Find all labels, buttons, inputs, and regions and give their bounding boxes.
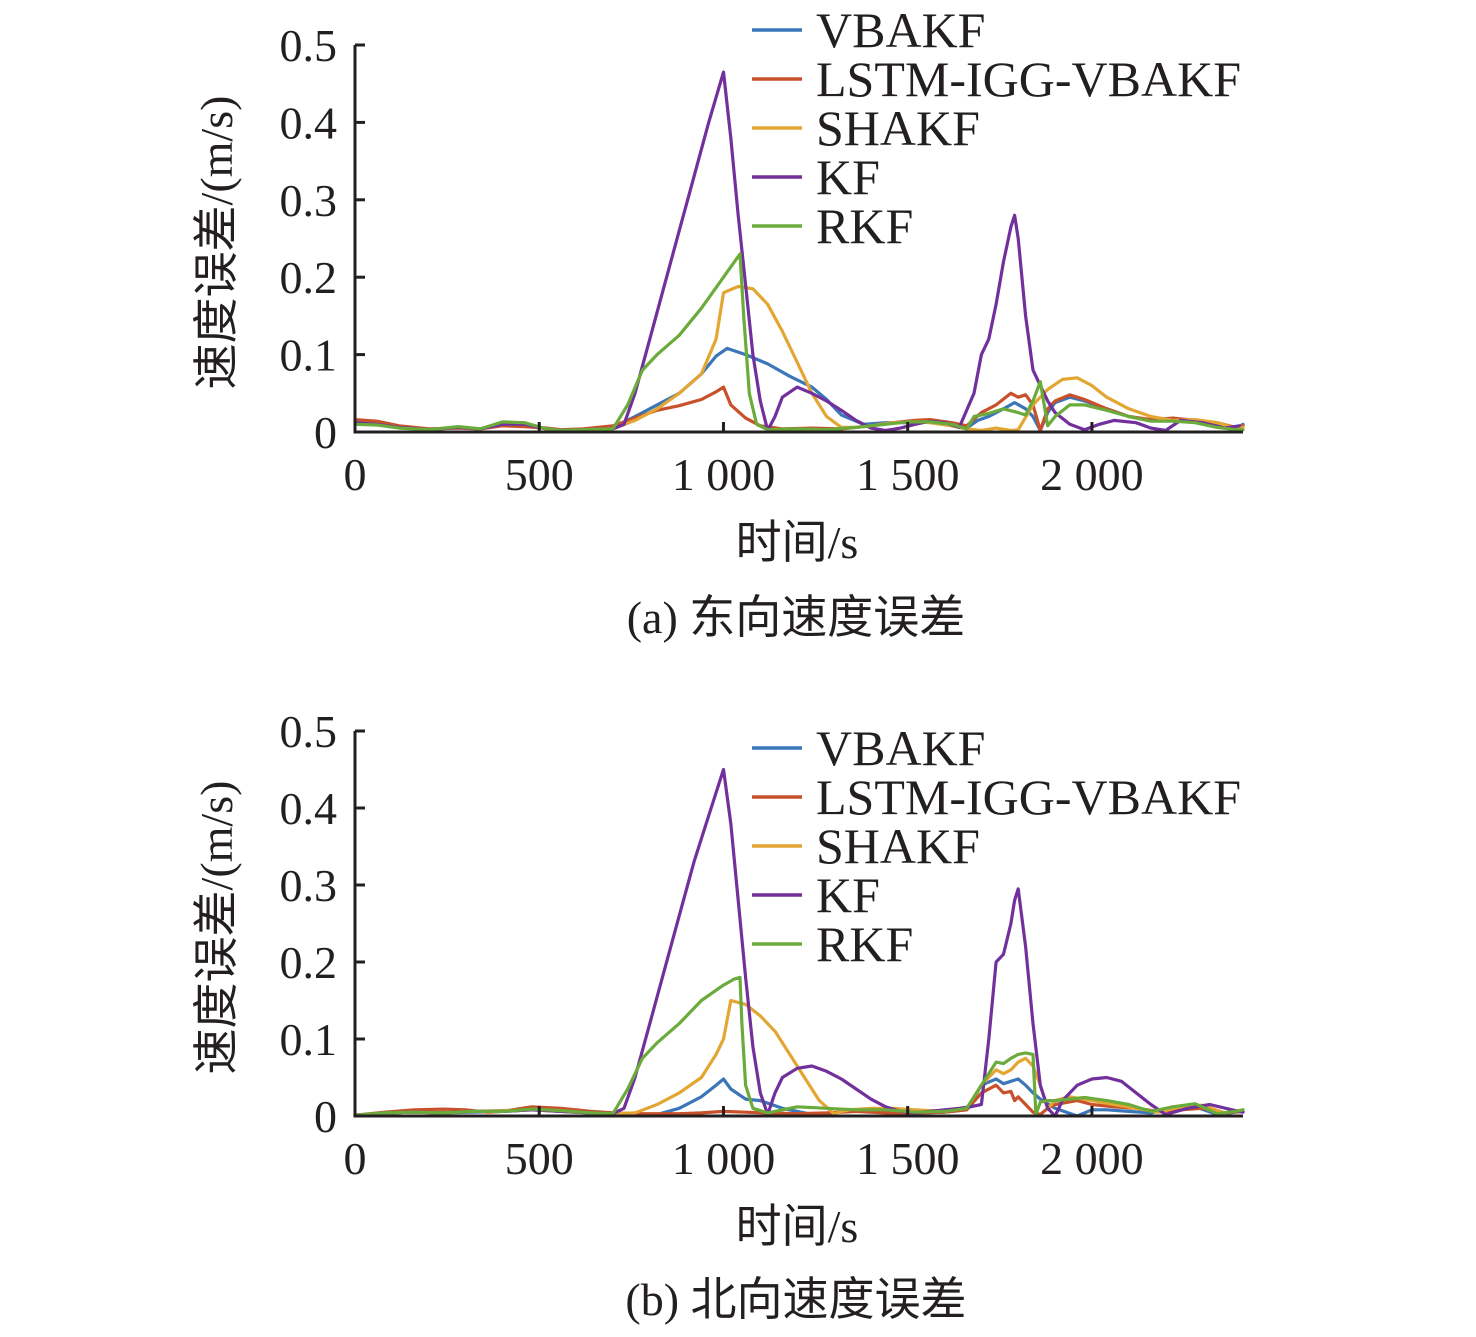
series-line-kf [353, 767, 1245, 1118]
y-tick-label: 0 [314, 1091, 337, 1142]
legend-label: KF [816, 149, 880, 205]
x-tick-label: 1 000 [672, 1133, 776, 1184]
x-tick-label: 2 000 [1040, 449, 1144, 500]
legend-label: RKF [816, 198, 913, 254]
x-tick-label: 1 000 [672, 449, 776, 500]
series-line-lstm-igg-vbakf [353, 385, 1245, 433]
chart-panel-b: 0 0.1 0.2 0.3 0.4 0.5 0 500 1 000 1 500 2 000 时间/s 速… [191, 706, 1245, 1325]
legend-label: VBAKF [816, 2, 985, 58]
figure-caption: (a) 东向速度误差 [627, 592, 966, 643]
series-line-shakf [353, 998, 1245, 1117]
legend-label: KF [816, 867, 880, 923]
x-tick-label: 500 [505, 449, 574, 500]
y-tick-label: 0.2 [280, 937, 338, 988]
y-tick-label: 0.3 [280, 175, 338, 226]
y-tick-label: 0 [314, 407, 337, 458]
y-tick-label: 0.4 [280, 783, 338, 834]
y-axis-title: 速度误差/(m/s) [191, 781, 242, 1075]
series-line-rkf [353, 252, 1245, 433]
series-line-kf [353, 70, 1241, 433]
y-tick-label: 0.5 [280, 20, 338, 71]
y-tick-label: 0.3 [280, 860, 338, 911]
x-tick-label: 1 500 [856, 449, 960, 500]
y-tick-label: 0.4 [280, 97, 338, 148]
y-axis-title: 速度误差/(m/s) [191, 96, 242, 390]
legend-label: RKF [816, 916, 913, 972]
x-tick-label: 500 [505, 1133, 574, 1184]
x-tick-label: 0 [344, 449, 367, 500]
x-tick-label: 1 500 [856, 1133, 960, 1184]
y-tick-label: 0.1 [280, 1014, 338, 1065]
x-axis-title: 时间/s [736, 517, 859, 568]
series-line-rkf [353, 975, 1245, 1117]
x-tick-label: 2 000 [1040, 1133, 1144, 1184]
figure-caption: (b) 北向速度误差 [625, 1274, 966, 1325]
legend-label: LSTM-IGG-VBAKF [816, 769, 1241, 825]
legend-label: LSTM-IGG-VBAKF [816, 51, 1241, 107]
x-axis-title: 时间/s [736, 1201, 859, 1252]
chart-panel-a: 0 0.1 0.2 0.3 0.4 0.5 0 500 1 000 1 500 2 000 时间/s 速… [191, 2, 1245, 643]
y-tick-label: 0.2 [280, 252, 338, 303]
y-tick-label: 0.5 [280, 706, 338, 757]
y-tick-label: 0.1 [280, 330, 338, 381]
legend-label: VBAKF [816, 720, 985, 776]
legend-label: SHAKF [816, 818, 980, 874]
legend-label: SHAKF [816, 100, 980, 156]
x-tick-label: 0 [344, 1133, 367, 1184]
